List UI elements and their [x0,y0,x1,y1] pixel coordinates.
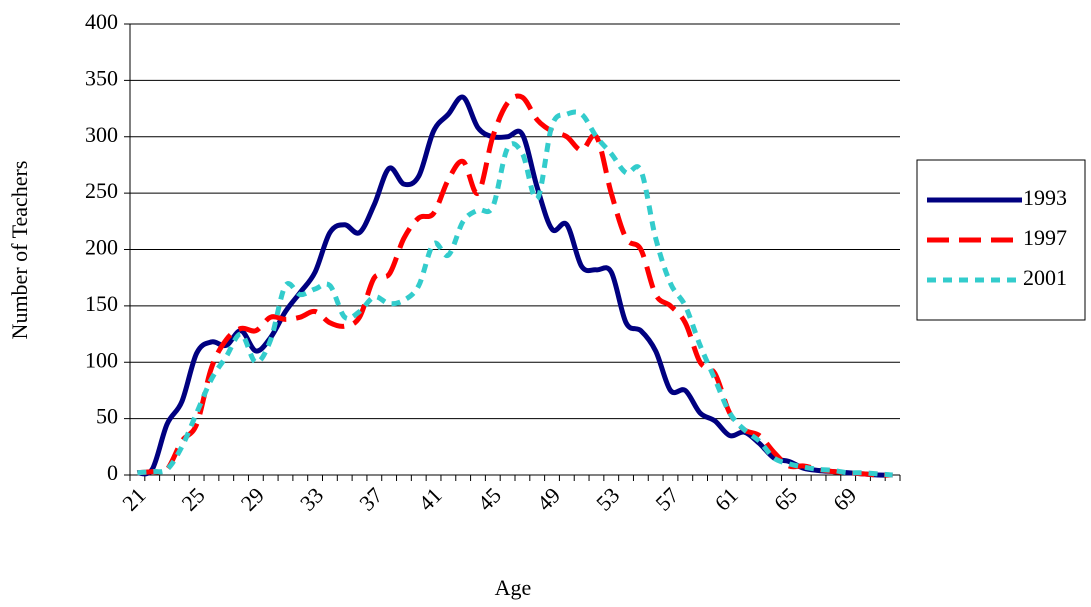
legend-label: 1993 [1023,185,1067,210]
x-tick-label: 49 [532,482,565,515]
x-tick-label: 65 [769,482,802,515]
x-tick-label: 33 [295,482,328,515]
y-tick-label: 300 [85,122,118,147]
x-tick-label: 41 [413,482,446,515]
x-tick-label: 57 [650,482,683,515]
legend-label: 1997 [1023,225,1067,250]
x-tick-label: 53 [591,482,624,515]
y-tick-label: 100 [85,347,118,372]
y-tick-label: 250 [85,178,118,203]
y-tick-label: 200 [85,235,118,260]
y-tick-label: 350 [85,65,118,90]
x-tick-label: 45 [473,482,506,515]
y-tick-label: 0 [107,460,118,485]
data-line [137,109,893,478]
legend-label: 2001 [1023,265,1067,290]
y-tick-label: 50 [96,404,118,429]
x-tick-label: 37 [354,482,387,515]
y-tick-label: 400 [85,9,118,34]
x-tick-label: 21 [117,482,150,515]
x-tick-label: 69 [828,482,861,515]
x-tick-label: 29 [236,482,269,515]
x-tick-label: 25 [177,482,210,515]
y-tick-label: 150 [85,291,118,316]
x-axis-title: Age [495,575,532,600]
x-tick-label: 61 [710,482,743,515]
y-axis-title: Number of Teachers [7,161,32,340]
